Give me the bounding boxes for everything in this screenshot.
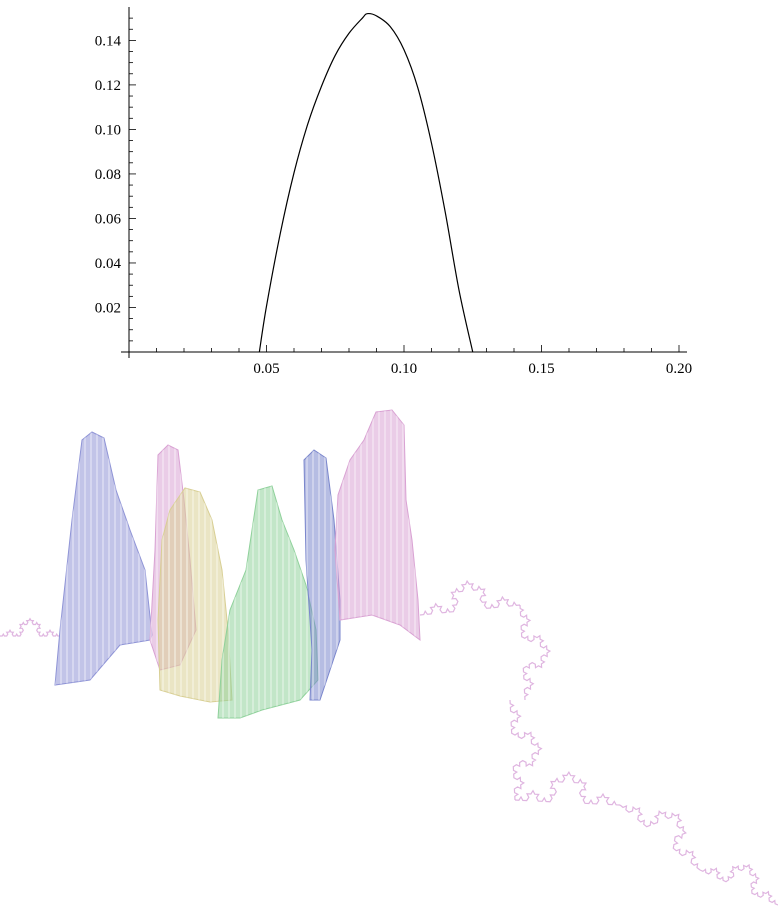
- x-tick-label: 0.10: [391, 361, 417, 377]
- koch-snowflake-illustration: [0, 409, 778, 906]
- peak-stripes: [218, 486, 318, 718]
- koch-curve-segment: [514, 771, 621, 806]
- line-chart: 0.05 0.10 0.15 0.20 0.02 0.04 0.06 0.08 0.10 0.12…: [95, 7, 692, 377]
- koch-curve-segment: [699, 863, 778, 906]
- koch-curve-segment: [419, 579, 521, 616]
- peak-stripes: [335, 410, 420, 640]
- y-tick-label: 0.06: [95, 211, 122, 227]
- koch-curve-segment: [0, 617, 60, 637]
- x-tick-label: 0.20: [666, 361, 692, 377]
- chart-axes: 0.05 0.10 0.15 0.20 0.02 0.04 0.06 0.08 0.10 0.12…: [95, 7, 692, 377]
- peak-shapes: [54, 409, 421, 719]
- y-tick-label: 0.08: [95, 167, 121, 183]
- y-tick-label: 0.02: [95, 300, 121, 316]
- x-tick-label: 0.05: [253, 361, 279, 377]
- chart-series: [258, 12, 474, 353]
- y-tick-label: 0.12: [95, 78, 121, 94]
- koch-curve-segment: [519, 604, 552, 701]
- y-tick-label: 0.10: [95, 122, 121, 138]
- peak-stripes: [304, 450, 340, 700]
- y-tick-label: 0.04: [95, 256, 122, 272]
- series-line: [258, 12, 474, 353]
- peak-stripes: [158, 488, 232, 702]
- x-tick-label: 0.15: [528, 361, 554, 377]
- koch-curve-segment: [619, 804, 701, 871]
- koch-curve: [0, 579, 778, 906]
- y-tick-label: 0.14: [95, 33, 122, 49]
- koch-curve-segment: [509, 699, 543, 801]
- peak-stripes: [55, 432, 152, 685]
